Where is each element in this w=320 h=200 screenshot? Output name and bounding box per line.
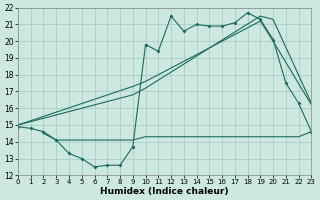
X-axis label: Humidex (Indice chaleur): Humidex (Indice chaleur) — [100, 187, 229, 196]
